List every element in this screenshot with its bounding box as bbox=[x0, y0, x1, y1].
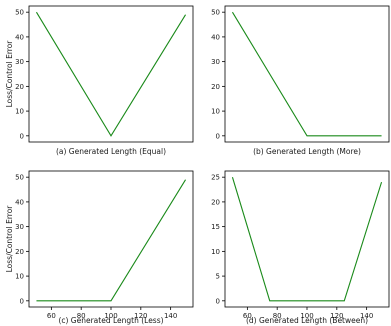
y-tick-label: 50 bbox=[15, 174, 24, 182]
y-tick-label: 40 bbox=[211, 33, 220, 41]
x-tick-label: 120 bbox=[134, 312, 147, 320]
y-tick-label: 50 bbox=[15, 9, 24, 17]
y-tick-label: 0 bbox=[216, 297, 220, 305]
y-tick-label: 30 bbox=[15, 58, 24, 66]
y-tick-label: 10 bbox=[211, 108, 220, 116]
x-tick-label: 120 bbox=[330, 312, 343, 320]
y-tick-label: 10 bbox=[211, 248, 220, 256]
y-tick-label: 20 bbox=[211, 83, 220, 91]
panel-caption: (c) Generated Length (Less) bbox=[58, 316, 163, 325]
y-tick-label: 40 bbox=[15, 33, 24, 41]
plot-frame bbox=[28, 5, 194, 143]
panel-caption: (a) Generated Length (Equal) bbox=[56, 147, 166, 156]
chart-panel-2: 0 10 20 30 40 50 (b) Generated Length (More) bbox=[211, 5, 390, 156]
x-tick-label: 80 bbox=[273, 312, 282, 320]
series-line bbox=[231, 11, 382, 137]
y-tick-label: 25 bbox=[211, 174, 220, 182]
panel-caption: (b) Generated Length (More) bbox=[253, 147, 361, 156]
y-tick-label: 20 bbox=[15, 83, 24, 91]
x-tick-label: 140 bbox=[164, 312, 177, 320]
y-tick-label: 10 bbox=[15, 273, 24, 281]
y-axis-label: Loss/Control Error bbox=[5, 205, 14, 273]
plot-frame bbox=[224, 170, 390, 308]
y-axis-label: Loss/Control Error bbox=[5, 40, 14, 108]
y-tick-label: 0 bbox=[20, 132, 24, 140]
y-tick-label: 30 bbox=[15, 223, 24, 231]
x-tick-label: 140 bbox=[360, 312, 373, 320]
y-tick-label: 30 bbox=[211, 58, 220, 66]
y-tick-label: 5 bbox=[216, 273, 220, 281]
y-tick-label: 0 bbox=[20, 297, 24, 305]
series-line bbox=[35, 11, 187, 137]
chart-panel-3: 0 10 20 30 40 50 60 80 100 120 140 Loss/Control Err… bbox=[5, 170, 194, 325]
x-tick-label: 60 bbox=[47, 312, 56, 320]
x-tick-label: 60 bbox=[243, 312, 252, 320]
chart-panel-1: 0 10 20 30 40 50 Loss/Control Error (a) Generat… bbox=[5, 5, 194, 156]
x-tick-label: 100 bbox=[300, 312, 313, 320]
series-line bbox=[231, 177, 383, 302]
y-tick-label: 15 bbox=[211, 223, 220, 231]
plot-frame bbox=[224, 5, 390, 143]
panel-caption: (d) Generated Length (Between) bbox=[246, 316, 368, 325]
x-tick-label: 80 bbox=[77, 312, 86, 320]
y-tick-label: 10 bbox=[15, 108, 24, 116]
y-tick-label: 20 bbox=[211, 198, 220, 206]
y-tick-label: 40 bbox=[15, 198, 24, 206]
y-tick-label: 50 bbox=[211, 9, 220, 17]
y-tick-label: 20 bbox=[15, 248, 24, 256]
series-line bbox=[36, 179, 187, 302]
y-tick-label: 0 bbox=[216, 132, 220, 140]
x-tick-label: 100 bbox=[104, 312, 117, 320]
plot-frame bbox=[28, 170, 194, 308]
chart-panel-4: 0 5 10 15 20 25 60 80 100 120 140(d) Generated Len… bbox=[211, 170, 390, 325]
